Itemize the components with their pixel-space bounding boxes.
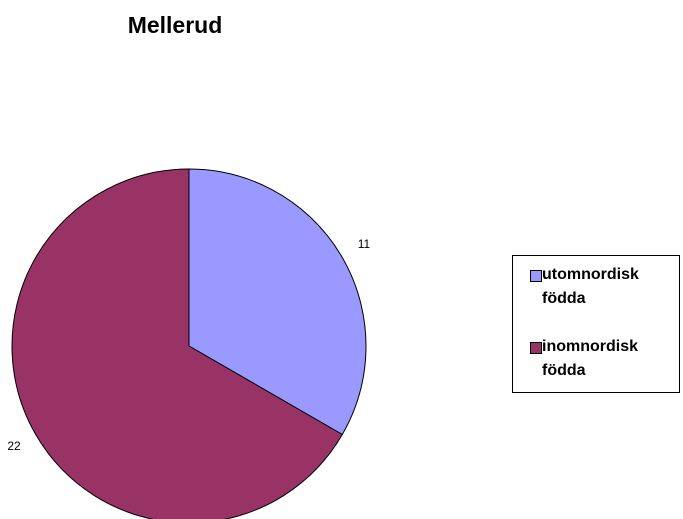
legend-label: utomnordisk födda	[542, 266, 639, 307]
pie-slice	[11, 168, 343, 519]
legend-label: inomnordisk födda	[542, 338, 639, 379]
data-label: 11	[358, 237, 371, 251]
legend-swatch	[530, 342, 542, 354]
legend-swatch	[530, 270, 542, 282]
pie-slice	[188, 168, 367, 436]
legend-entry: utomnordisk födda	[513, 263, 652, 311]
data-label: 22	[7, 439, 21, 453]
legend: utomnordisk födda inomnordisk födda	[512, 255, 680, 393]
chart-title: Mellerud	[128, 12, 223, 38]
legend-entry: inomnordisk födda	[513, 335, 652, 383]
